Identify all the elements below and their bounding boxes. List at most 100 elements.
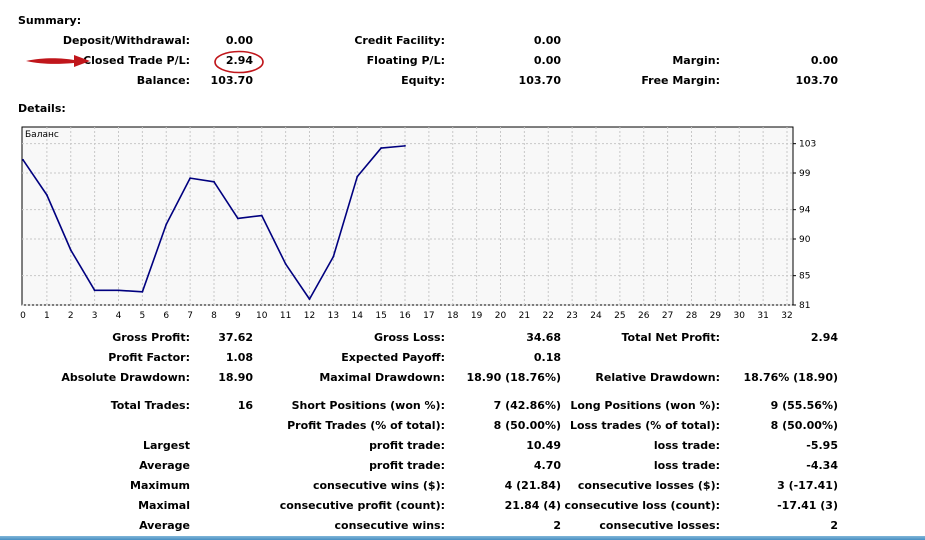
x-tick-label: 28 [686,311,698,321]
details-label: Profit Factor: [108,351,190,364]
data-point [22,158,24,161]
data-point [284,263,287,265]
x-tick-label: 6 [163,311,169,321]
x-tick-label: 4 [116,311,122,321]
details-label: loss trade: [653,459,720,472]
y-tick-label: 103 [799,140,816,150]
details-label: Gross Profit: [112,331,190,344]
data-point [380,147,383,149]
summary-label: Equity: [401,74,445,87]
details-label: Absolute Drawdown: [61,371,190,384]
details-value: 2 [553,519,561,532]
details-label: consecutive profit (count): [279,499,445,512]
y-tick-label: 81 [799,301,810,311]
details-value: 18.90 [218,371,253,384]
details-value: 18.90 (18.76%) [466,371,562,384]
details-value: 8 (50.00%) [770,419,838,432]
x-tick-label: 17 [423,311,434,321]
summary-label: Deposit/Withdrawal: [62,34,190,47]
summary-label: Credit Facility: [354,34,445,47]
data-point [404,144,406,147]
data-point [236,217,239,220]
details-label: loss trade: [653,439,720,452]
x-tick-label: 14 [352,311,364,321]
details-value: 7 (42.86%) [493,399,561,412]
window-bottom-edge [0,536,925,540]
summary-label: Floating P/L: [366,54,445,67]
details-label: Maximal [138,499,190,512]
y-tick-label: 99 [799,169,811,179]
summary-title: Summary: [18,14,82,27]
x-tick-label: 2 [68,311,74,321]
details-label: consecutive loss (count): [564,499,720,512]
x-tick-label: 27 [662,311,673,321]
summary-label: Free Margin: [641,74,720,87]
x-tick-label: 26 [638,311,650,321]
details-value: 37.62 [218,331,253,344]
y-tick-label: 94 [799,206,811,216]
x-tick-label: 23 [566,311,577,321]
details-label: consecutive wins ($): [312,479,445,492]
plot-area [21,126,794,306]
summary-value: 0.00 [225,34,253,47]
y-tick-label: 90 [799,235,811,245]
summary-value: 103.70 [518,74,561,87]
summary-value: 103.70 [795,74,838,87]
x-tick-label: 9 [235,311,241,321]
details-value: 1.08 [225,351,253,364]
details-value: 2 [830,519,838,532]
details-label: Maximum [130,479,190,492]
x-tick-label: 25 [614,311,625,321]
data-point [308,298,311,301]
details-label: Maximal Drawdown: [319,371,445,384]
details-label: Short Positions (won %): [291,399,445,412]
x-tick-label: 20 [495,311,507,321]
data-point [45,194,48,196]
details-value: 8 (50.00%) [493,419,561,432]
details-label: Expected Payoff: [341,351,445,364]
annotation-arrow-icon [26,55,90,67]
details-value: 4 (21.84) [504,479,561,492]
summary-value: 0.00 [533,54,561,67]
x-tick-label: 31 [757,311,768,321]
data-point [165,223,168,226]
x-tick-label: 24 [590,311,602,321]
details-label: Total Net Profit: [621,331,721,344]
details-label: Relative Drawdown: [595,371,720,384]
summary-value: 103.70 [210,74,253,87]
details-label: consecutive losses ($): [577,479,720,492]
x-tick-label: 12 [304,311,315,321]
details-label: consecutive losses: [599,519,720,532]
x-tick-label: 8 [211,311,217,321]
summary-label: Closed Trade P/L: [83,54,190,67]
x-tick-label: 15 [375,311,386,321]
details-value: 9 (55.56%) [770,399,838,412]
details-label: Average [139,459,190,472]
x-tick-label: 0 [20,311,26,321]
x-tick-label: 13 [328,311,339,321]
data-point [69,249,72,251]
x-tick-label: 22 [543,311,554,321]
summary-label: Balance: [136,74,190,87]
details-label: Gross Loss: [374,331,445,344]
details-value: 2.94 [810,331,838,344]
x-tick-label: 5 [140,311,146,321]
details-value: -4.34 [806,459,838,472]
summary-value: 0.00 [533,34,561,47]
details-label: consecutive wins: [334,519,445,532]
details-label: profit trade: [369,459,445,472]
x-tick-label: 16 [399,311,411,321]
x-tick-label: 29 [710,311,722,321]
data-point [189,177,192,180]
details-label: Loss trades (% of total): [569,419,720,432]
details-value: 3 (-17.41) [777,479,838,492]
balance-chart: 0 1 2 3 4 5 6 7 8 9 10 11 12 13 14 15 16 17 18 19 20 21 22 23 24… [18,123,836,321]
summary-value: 2.94 [225,54,253,67]
x-tick-label: 3 [92,311,98,321]
chart-title: Баланс [25,130,59,140]
y-tick-label: 85 [799,272,810,282]
details-value: -17.41 (3) [777,499,838,512]
details-value: 34.68 [526,331,561,344]
data-point [356,175,359,178]
annotation-circle-icon [214,50,264,74]
